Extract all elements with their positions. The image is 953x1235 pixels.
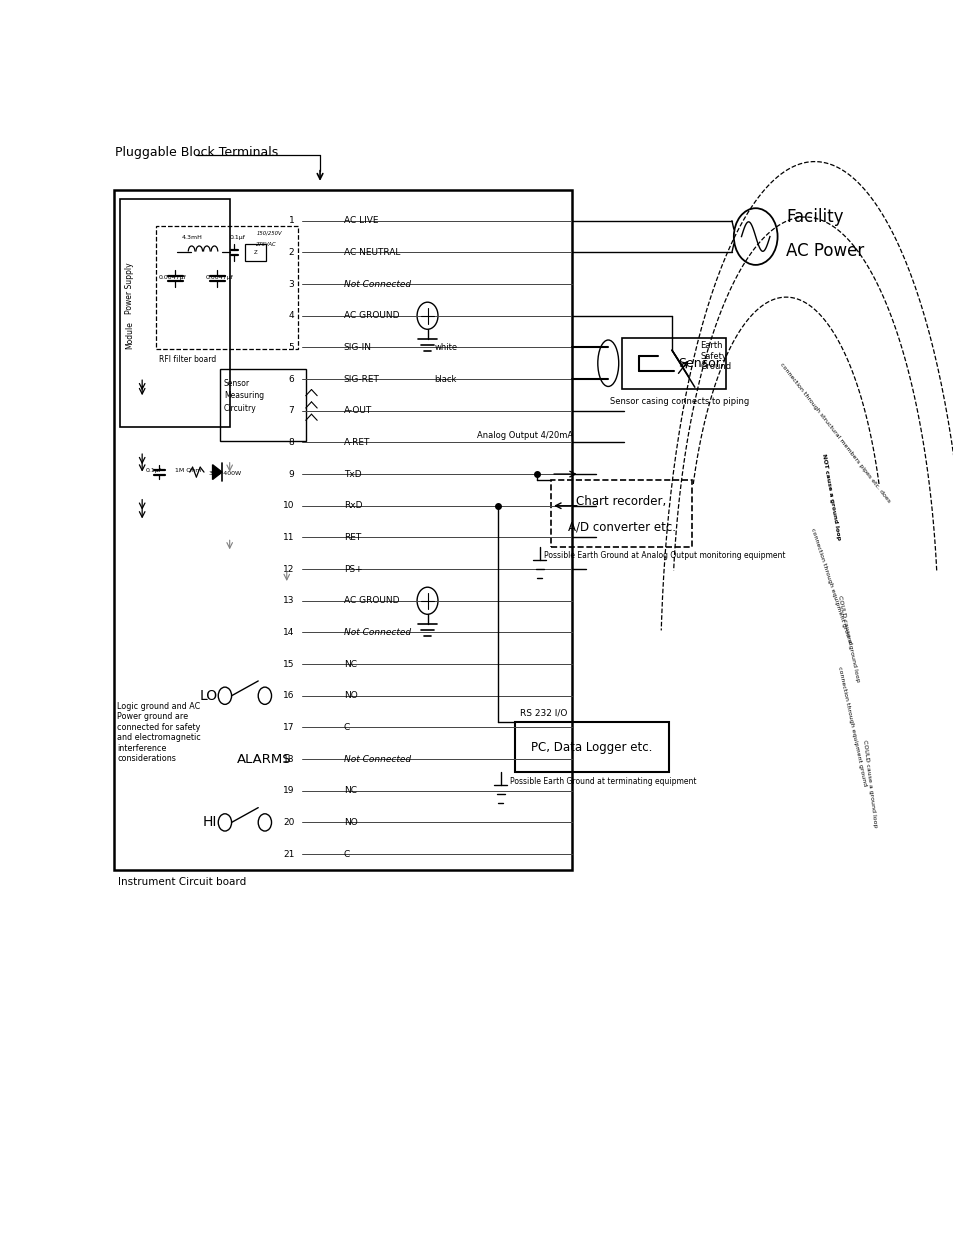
Text: 0.1μf: 0.1μf xyxy=(146,468,162,473)
Text: AC LIVE: AC LIVE xyxy=(343,216,378,225)
Text: Not Connected: Not Connected xyxy=(343,755,411,763)
Text: 3: 3 xyxy=(289,279,294,289)
Text: Circuitry: Circuitry xyxy=(224,404,256,412)
Text: 2: 2 xyxy=(289,248,294,257)
Text: 0.0047μf: 0.0047μf xyxy=(158,275,186,280)
Text: Possible Earth Ground at terminating equipment: Possible Earth Ground at terminating equ… xyxy=(510,777,696,787)
Text: RFI filter board: RFI filter board xyxy=(159,356,216,364)
Text: 0.0047μf: 0.0047μf xyxy=(206,275,233,280)
Text: Instrument Circuit board: Instrument Circuit board xyxy=(118,877,247,888)
Text: 20: 20 xyxy=(283,818,294,827)
Text: 1M Ohm: 1M Ohm xyxy=(174,468,201,473)
Text: connection through structural members pipes etc. does: connection through structural members pi… xyxy=(779,362,891,504)
Text: Z: Z xyxy=(253,251,257,256)
Bar xyxy=(515,722,668,772)
Text: 15: 15 xyxy=(283,659,294,668)
Text: Module: Module xyxy=(125,321,134,348)
Text: COULD cause a ground loop: COULD cause a ground loop xyxy=(836,594,859,682)
Text: 18: 18 xyxy=(283,755,294,763)
Text: Sensor: Sensor xyxy=(224,379,250,388)
Text: NOT cause a ground loop: NOT cause a ground loop xyxy=(821,453,841,541)
Text: 1: 1 xyxy=(289,216,294,225)
Text: 14: 14 xyxy=(283,627,294,637)
Text: RS 232 I/O: RS 232 I/O xyxy=(519,708,567,718)
Text: Pluggable Block Terminals: Pluggable Block Terminals xyxy=(114,147,277,159)
Text: AC GROUND: AC GROUND xyxy=(343,311,399,320)
Text: C: C xyxy=(343,722,350,732)
Text: 9: 9 xyxy=(289,469,294,479)
Text: 17: 17 xyxy=(283,722,294,732)
Text: 21: 21 xyxy=(283,850,294,858)
Text: Chart recorder,: Chart recorder, xyxy=(576,495,666,508)
Text: SIG-IN: SIG-IN xyxy=(343,343,372,352)
Text: 12: 12 xyxy=(283,564,294,573)
Bar xyxy=(245,245,266,262)
Text: NO: NO xyxy=(343,692,357,700)
Text: 4: 4 xyxy=(289,311,294,320)
Text: A/D converter etc.: A/D converter etc. xyxy=(567,520,675,534)
Bar xyxy=(551,480,691,547)
Text: 150/250V: 150/250V xyxy=(256,231,282,236)
Text: white: white xyxy=(434,343,456,352)
Text: COULD cause a ground loop: COULD cause a ground loop xyxy=(862,740,877,829)
Text: AC NEUTRAL: AC NEUTRAL xyxy=(343,248,400,257)
Text: LO: LO xyxy=(199,689,217,703)
Text: C: C xyxy=(343,850,350,858)
Text: AC GROUND: AC GROUND xyxy=(343,597,399,605)
Text: AC Power: AC Power xyxy=(785,242,863,261)
Text: Possible Earth Ground at Analog Output monitoring equipment: Possible Earth Ground at Analog Output m… xyxy=(543,551,784,559)
Text: 10: 10 xyxy=(283,501,294,510)
Text: Facility: Facility xyxy=(785,207,842,226)
Text: NC: NC xyxy=(343,787,356,795)
Text: TxD: TxD xyxy=(343,469,361,479)
Text: 5: 5 xyxy=(289,343,294,352)
Bar xyxy=(113,190,572,871)
Bar xyxy=(120,199,230,426)
Text: 4.3mH: 4.3mH xyxy=(182,236,203,241)
Text: Sensor: Sensor xyxy=(678,357,720,369)
Text: NO: NO xyxy=(343,818,357,827)
Text: NC: NC xyxy=(343,659,356,668)
Text: 8: 8 xyxy=(289,438,294,447)
Text: RxD: RxD xyxy=(343,501,362,510)
Text: HI: HI xyxy=(203,815,217,830)
Text: 6: 6 xyxy=(289,374,294,384)
Text: connection through equipment ground: connection through equipment ground xyxy=(836,666,866,787)
Text: Analog Output 4/20mA: Analog Output 4/20mA xyxy=(476,431,573,440)
Text: 0.1μf: 0.1μf xyxy=(230,236,245,241)
Text: Earth
Safety
Ground: Earth Safety Ground xyxy=(700,342,731,372)
Text: 33V 400W: 33V 400W xyxy=(209,471,240,475)
Text: ALARMS: ALARMS xyxy=(237,752,292,766)
Text: 275VAC: 275VAC xyxy=(256,242,276,247)
Text: 16: 16 xyxy=(283,692,294,700)
Text: A-RET: A-RET xyxy=(343,438,370,447)
Bar xyxy=(220,368,306,441)
Text: PS+: PS+ xyxy=(343,564,362,573)
Text: Not Connected: Not Connected xyxy=(343,279,411,289)
Text: Logic ground and AC
Power ground are
connected for safety
and electromagnetic
in: Logic ground and AC Power ground are con… xyxy=(117,701,201,763)
Text: 7: 7 xyxy=(289,406,294,415)
Text: Power Supply: Power Supply xyxy=(125,262,134,314)
Polygon shape xyxy=(213,464,222,479)
Text: RET: RET xyxy=(343,534,360,542)
Text: connection through equipment ground: connection through equipment ground xyxy=(809,527,852,646)
Text: 19: 19 xyxy=(283,787,294,795)
Bar xyxy=(621,337,725,389)
Text: 13: 13 xyxy=(283,597,294,605)
Text: Sensor casing connects to piping: Sensor casing connects to piping xyxy=(610,396,749,406)
Text: SIG-RET: SIG-RET xyxy=(343,374,379,384)
Text: Measuring: Measuring xyxy=(224,391,264,400)
Bar xyxy=(156,226,298,348)
Text: A-OUT: A-OUT xyxy=(343,406,372,415)
Text: 11: 11 xyxy=(283,534,294,542)
Text: PC, Data Logger etc.: PC, Data Logger etc. xyxy=(531,741,652,753)
Text: black: black xyxy=(434,374,456,384)
Text: Not Connected: Not Connected xyxy=(343,627,411,637)
